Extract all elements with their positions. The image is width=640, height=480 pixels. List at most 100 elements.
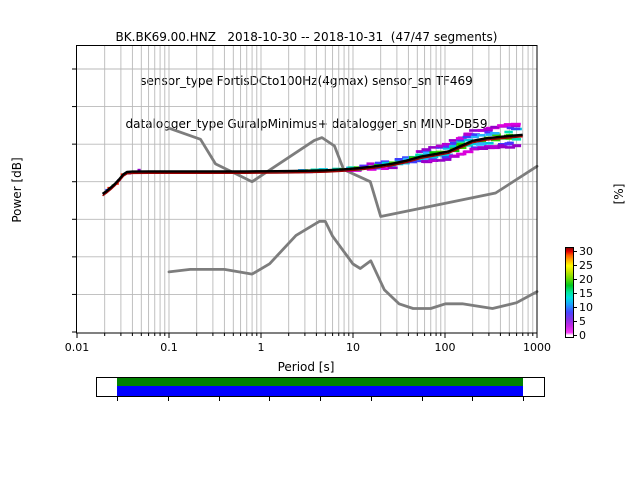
time-tick	[421, 396, 423, 401]
histogram-cell	[442, 147, 452, 150]
histogram-cell	[403, 157, 411, 161]
histogram-cell	[497, 145, 508, 149]
histogram-cell	[359, 164, 369, 168]
histogram-cell	[374, 161, 382, 165]
histogram-cell	[421, 148, 431, 151]
histogram-cell	[503, 123, 514, 126]
histogram-cell	[469, 147, 480, 151]
histogram-cell	[449, 144, 459, 148]
histogram-cell	[511, 138, 522, 141]
histogram-cell	[477, 147, 488, 150]
histogram-cell	[463, 133, 475, 136]
y-axis-label: Power [dB]	[10, 157, 24, 223]
x-axis-label: Period [s]	[277, 360, 335, 374]
histogram-cell	[429, 155, 439, 159]
plot-title-line1: BK.BK69.00.HNZ 2018-10-30 -- 2018-10-31 …	[115, 30, 498, 44]
histogram-cell	[442, 158, 452, 161]
histogram-cell	[484, 146, 495, 150]
histogram-cell	[463, 138, 473, 142]
histogram-cell	[483, 127, 493, 131]
histogram-cell	[456, 140, 465, 143]
histogram-cell	[492, 133, 501, 136]
histogram-cell	[492, 145, 501, 148]
histogram-cell	[490, 125, 500, 129]
histogram-cell	[457, 138, 465, 142]
histogram-cell	[511, 127, 521, 131]
low-noise-model-line	[167, 220, 539, 310]
histogram-cell	[380, 167, 389, 170]
histogram-cell	[470, 142, 479, 146]
histogram-cell	[436, 159, 446, 162]
colorbar-tick-label: 15	[579, 286, 593, 300]
histogram-cell	[442, 142, 451, 146]
time-tick	[218, 396, 220, 401]
colorbar-gradient	[565, 247, 574, 338]
histogram-cell	[448, 139, 459, 142]
histogram-cell	[512, 144, 522, 147]
time-tick	[320, 396, 321, 401]
x-tick-label: 1000	[523, 341, 551, 354]
histogram-cell	[462, 150, 474, 154]
colorbar-tick	[572, 307, 577, 308]
histogram-cell	[456, 152, 467, 156]
histogram-cell	[421, 160, 432, 163]
histogram-cell	[485, 133, 494, 136]
time-tick	[117, 396, 118, 401]
histogram-cell	[387, 166, 398, 170]
histogram-cell	[497, 144, 507, 147]
histogram-cell	[428, 159, 439, 162]
histogram-cell	[484, 131, 493, 134]
x-tick-label: 100	[434, 341, 456, 354]
histogram-cell	[441, 156, 452, 159]
histogram-cell	[491, 138, 500, 142]
histogram-cell	[449, 141, 458, 145]
histogram-cell	[366, 168, 377, 171]
histogram-cell	[489, 146, 500, 150]
histogram-cell	[510, 122, 521, 126]
x-tick-label: 1	[257, 341, 265, 354]
histogram-cell	[462, 135, 473, 139]
histogram-cell	[504, 142, 513, 146]
x-tick-label: 0.1	[160, 341, 178, 354]
colorbar-tick	[572, 335, 577, 336]
high-noise-model-line	[167, 126, 539, 218]
histogram-cell	[443, 153, 453, 157]
histogram-cell	[428, 146, 439, 149]
histogram-cell	[407, 160, 417, 164]
histogram-cell	[429, 151, 439, 154]
colorbar-tick-label: 10	[579, 300, 593, 314]
histogram-cell	[448, 155, 459, 158]
histogram-cell	[422, 151, 431, 155]
histogram-cell	[402, 156, 411, 159]
time-tick	[167, 396, 169, 401]
x-tick-label: 10	[346, 341, 360, 354]
colorbar-tick-label: 5	[579, 314, 586, 328]
histogram-cell	[470, 135, 479, 139]
histogram-cell	[469, 129, 480, 132]
histogram-cell	[435, 144, 444, 148]
colorbar-tick-label: 0	[579, 328, 586, 342]
histogram-cell	[477, 142, 487, 145]
histogram-cell	[455, 137, 467, 140]
time-tick	[472, 396, 474, 401]
histogram-cell	[511, 124, 521, 128]
colorbar-tick	[572, 251, 577, 252]
histogram-cell	[505, 146, 516, 149]
histogram-cell	[394, 158, 403, 161]
colorbar-tick	[572, 321, 577, 322]
histogram-cell	[471, 133, 480, 136]
time-coverage-psd-bar	[117, 385, 523, 396]
x-tick-label: 0.01	[64, 341, 90, 354]
colorbar-tick-label: 30	[579, 244, 593, 258]
histogram-cell	[415, 159, 425, 163]
time-coverage-data-bar	[117, 378, 523, 386]
colorbar-tick	[572, 293, 577, 294]
histogram-cell	[497, 124, 507, 127]
histogram-cell	[423, 157, 431, 161]
histogram-cell	[416, 150, 425, 153]
time-tick	[523, 396, 524, 401]
colorbar-tick-label: 20	[579, 272, 593, 286]
axes-frame	[76, 45, 538, 334]
